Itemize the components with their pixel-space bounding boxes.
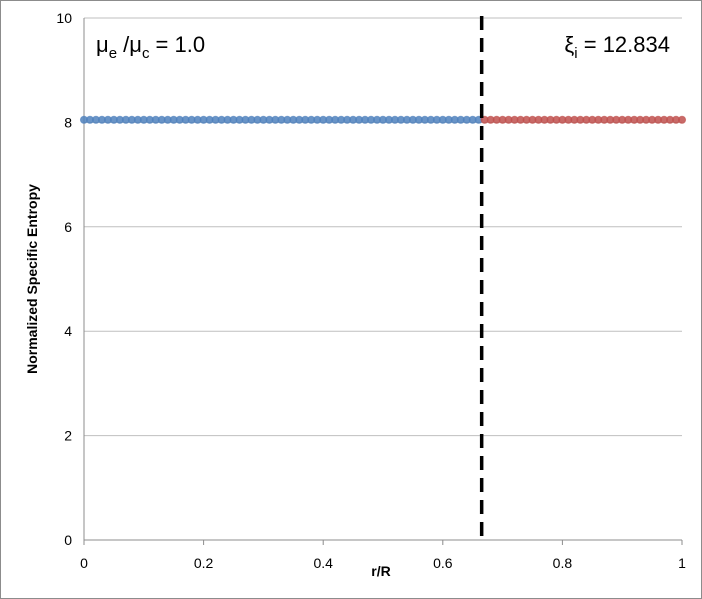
marker [677,115,687,124]
x-tick-label: 1 [678,555,686,571]
x-tick-label: 0 [80,555,88,571]
annotation: μe /μc = 1.0 [96,32,205,62]
annotation-text: /μ [117,32,142,57]
annotation-subscript: e [109,45,117,62]
y-axis-label: Normalized Specific Entropy [24,184,40,374]
annotation: ξi = 12.834 [564,32,670,62]
annotation-text: μ [96,32,109,57]
x-axis-label: r/R [371,563,390,579]
y-tick-label: 4 [64,323,72,339]
annotation-text: = 12.834 [578,32,670,57]
y-tick-label: 0 [64,532,72,548]
x-tick-label: 0.6 [433,555,453,571]
annotation-subscript: c [142,45,150,62]
y-tick-label: 2 [64,428,72,444]
y-tick-label: 6 [64,219,72,235]
annotation-text: ξ [564,32,574,57]
annotation-text: = 1.0 [149,32,205,57]
x-tick-label: 0.8 [553,555,573,571]
y-tick-label: 8 [64,114,72,130]
annotation-subscript: i [574,45,577,62]
x-tick-label: 0.2 [194,555,214,571]
x-tick-label: 0.4 [313,555,333,571]
y-tick-label: 10 [56,10,72,26]
